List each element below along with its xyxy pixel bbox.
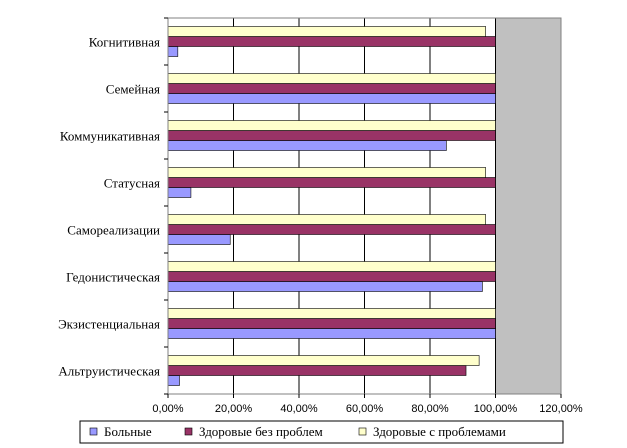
bar: [167, 130, 496, 141]
category-label: Экзистенциальная: [58, 317, 160, 332]
legend-box: [79, 420, 564, 444]
category-label: Гедонистическая: [66, 270, 160, 285]
bar: [167, 234, 231, 245]
x-tick-label: 40,00%: [280, 403, 318, 415]
bar: [167, 93, 496, 104]
legend-label: Больные: [104, 424, 152, 439]
category-label: Статусная: [104, 176, 160, 191]
category-label: Альтруистическая: [58, 364, 160, 379]
bar: [167, 26, 486, 37]
legend-swatch: [184, 427, 193, 436]
bar: [167, 365, 467, 376]
bar: [167, 308, 496, 319]
bar: [167, 318, 496, 329]
legend-swatch: [358, 427, 367, 436]
tick-labels: 0,00% 20,00% 40,00% 60,00% 80,00% 100,00% 120,…: [152, 403, 583, 415]
bar: [167, 328, 496, 339]
bar: [167, 83, 496, 94]
x-tick-label: 60,00%: [346, 403, 384, 415]
bar: [167, 281, 483, 292]
category-labels: Альтруистическая Экзистенциальная Гедонист…: [58, 35, 160, 379]
bar: [167, 355, 480, 366]
category-label: Коммуникативная: [60, 129, 160, 144]
plot-background-overflow: [495, 18, 561, 394]
legend-swatch: [89, 427, 98, 436]
bar: [167, 167, 486, 178]
category-label: Самореализации: [67, 223, 160, 238]
bar: [167, 120, 496, 131]
category-label: Семейная: [106, 82, 160, 97]
bar: [167, 46, 179, 57]
bar: [167, 187, 192, 198]
x-tick-label: 120,00%: [539, 403, 583, 415]
axes: [164, 17, 562, 398]
x-tick-label: 0,00%: [152, 403, 183, 415]
bar: [167, 375, 180, 386]
bar: [167, 261, 496, 272]
x-tick-label: 80,00%: [411, 403, 449, 415]
x-tick-label: 100,00%: [474, 403, 518, 415]
bar: [167, 140, 447, 151]
category-label: Когнитивная: [89, 35, 160, 50]
bar: [167, 214, 486, 225]
bars: [167, 26, 496, 386]
legend-label: Здоровые без проблем: [199, 424, 323, 439]
bar: [167, 271, 496, 282]
x-tick-label: 20,00%: [215, 403, 253, 415]
legend-label: Здоровые с проблемами: [373, 424, 506, 439]
bar: [167, 177, 496, 188]
bar: [167, 36, 496, 47]
legend: Больные Здоровые без проблем Здоровые с пр…: [79, 420, 564, 444]
bar: [167, 73, 496, 84]
bar: [167, 224, 496, 235]
